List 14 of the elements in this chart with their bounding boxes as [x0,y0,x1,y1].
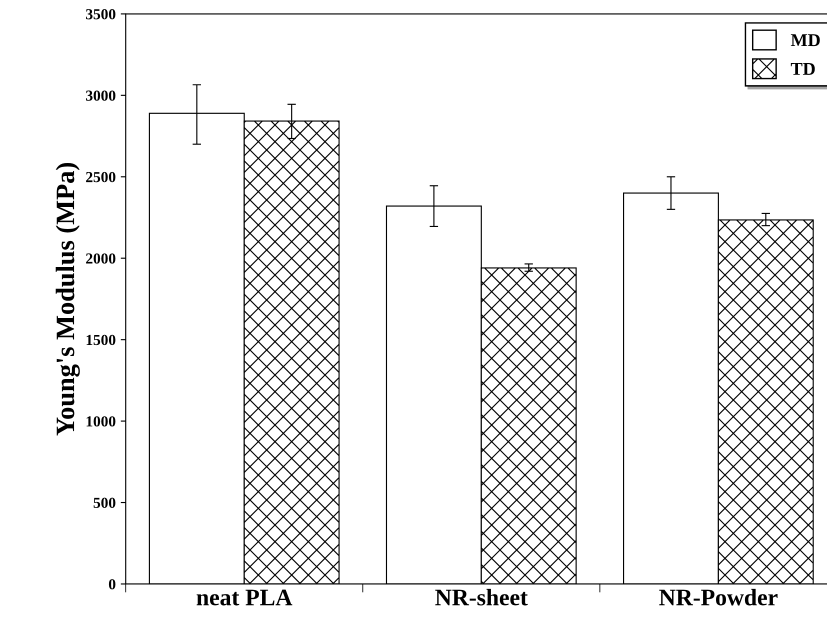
y-tick-label: 3500 [86,9,116,20]
x-tick-label: NR-sheet [435,588,528,606]
y-tick-label: 2500 [86,172,116,182]
y-tick-label: 500 [94,498,116,508]
y-tick-label: 3000 [86,90,116,101]
x-tick-label: neat PLA [196,590,292,606]
y-tick-label: 2000 [86,253,116,264]
legend-label: TD [790,62,815,75]
x-tick-label: NR-Powder [659,588,778,606]
y-axis-title: Young's Modulus (MPa) [56,163,80,436]
y-tick-label: 1500 [86,334,116,346]
legend-label: MD [790,34,820,46]
y-tick-label: 1000 [86,416,116,427]
y-tick-label: 0 [108,579,116,590]
